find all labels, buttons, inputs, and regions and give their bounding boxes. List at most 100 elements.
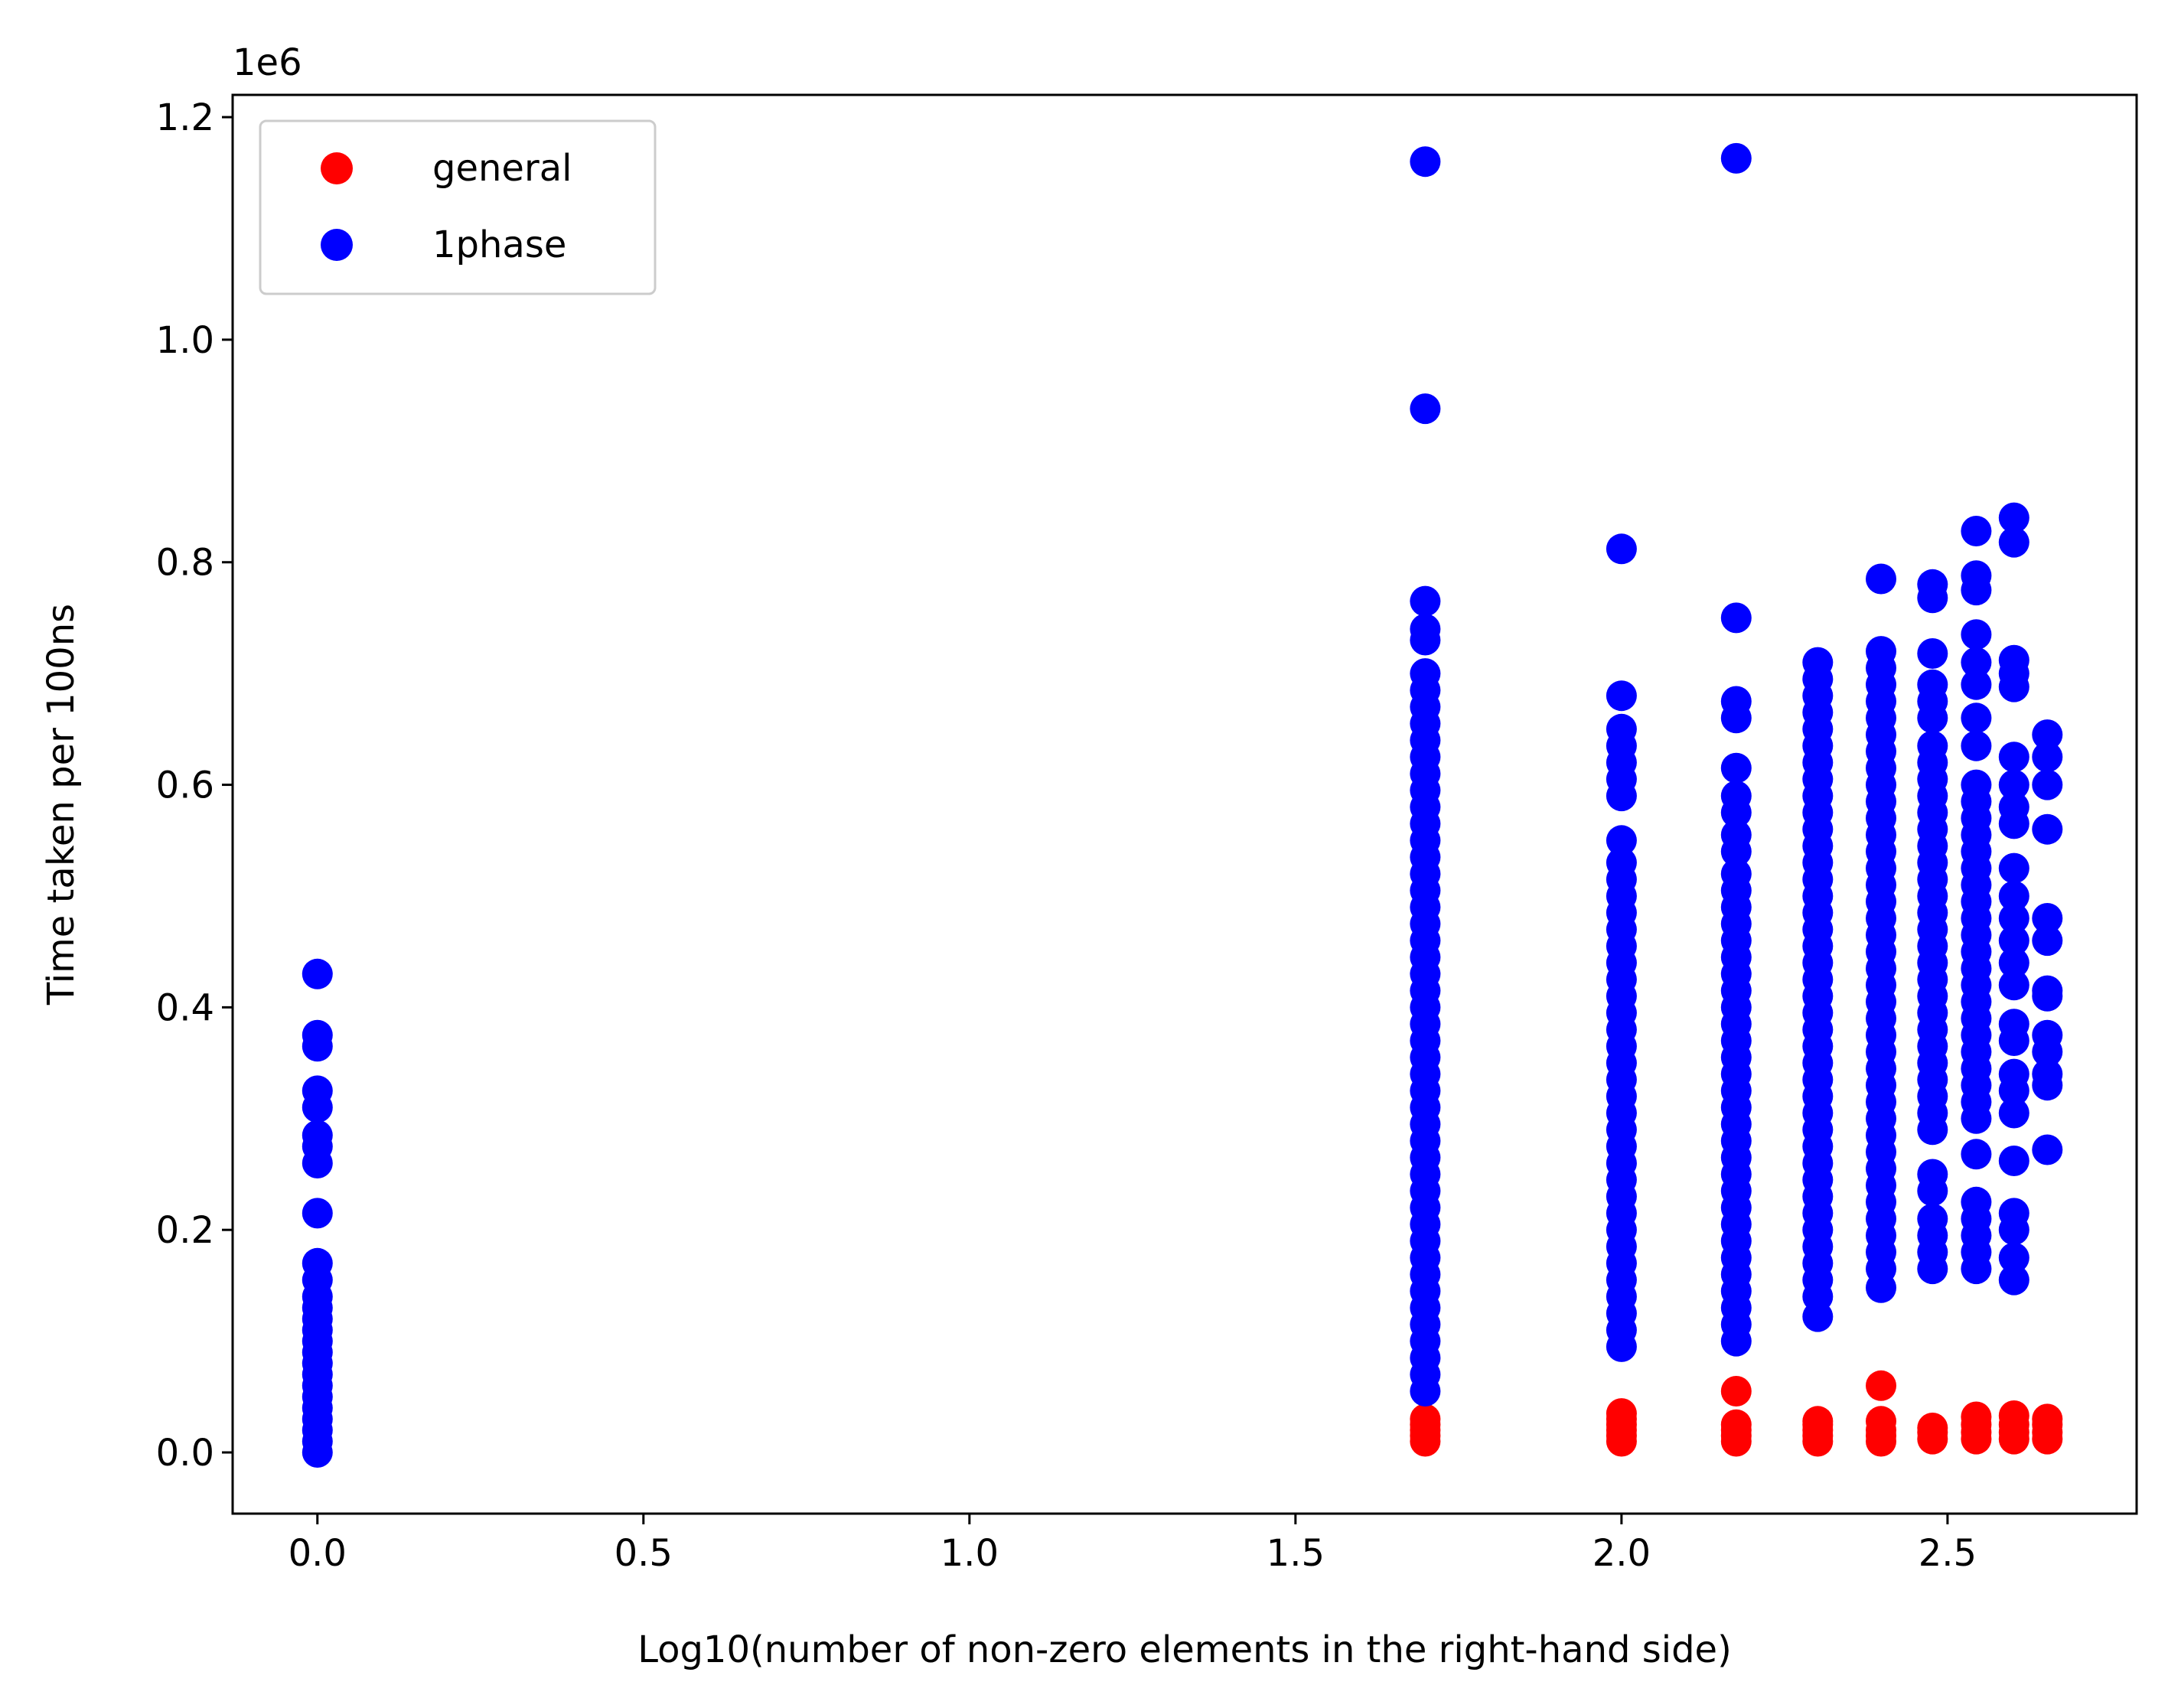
- x-axis-ticks: 0.0 0.5 1.0 1.5 2.0 2.5: [289, 1514, 1977, 1575]
- point-general: [1720, 1376, 1752, 1406]
- point-1phase: [1917, 1159, 1948, 1190]
- point-1phase: [302, 1019, 333, 1051]
- point-1phase: [1917, 569, 1948, 600]
- point-1phase: [1961, 516, 1992, 546]
- point-1phase: [1720, 142, 1752, 174]
- point-1phase: [1961, 1186, 1992, 1217]
- point-1phase: [2032, 975, 2063, 1006]
- point-1phase: [1998, 1009, 2029, 1040]
- point-1phase: [1998, 903, 2029, 934]
- point-general: [1866, 1406, 1896, 1437]
- point-1phase: [1998, 502, 2029, 533]
- point-1phase: [1998, 1058, 2029, 1090]
- point-1phase: [1998, 769, 2029, 800]
- point-1phase: [2032, 1019, 2063, 1051]
- point-1phase: [302, 1120, 333, 1151]
- point-1phase: [1998, 644, 2029, 676]
- x-tick-label: 1.0: [941, 1532, 999, 1575]
- point-1phase: [1866, 636, 1896, 667]
- point-1phase: [1802, 647, 1834, 678]
- point-1phase: [302, 1075, 333, 1107]
- point-1phase: [1720, 858, 1752, 889]
- legend-marker-general: [321, 152, 353, 184]
- point-1phase: [1410, 146, 1441, 178]
- y-tick-label: 0.0: [156, 1432, 214, 1475]
- point-1phase: [1961, 769, 1992, 800]
- point-1phase: [1998, 852, 2029, 884]
- y-axis-label: Time taken per 100ns: [40, 604, 83, 1006]
- point-general: [2032, 1403, 2063, 1435]
- point-1phase: [1998, 742, 2029, 773]
- point-1phase: [2032, 813, 2063, 845]
- point-general: [1961, 1401, 1992, 1433]
- point-1phase: [1410, 393, 1441, 425]
- point-1phase: [1998, 526, 2029, 558]
- x-tick-label: 2.5: [1919, 1532, 1977, 1575]
- point-1phase: [1961, 669, 1992, 700]
- point-1phase: [1917, 638, 1948, 669]
- point-1phase: [1720, 602, 1752, 634]
- point-1phase: [1961, 619, 1992, 650]
- point-1phase: [1998, 1097, 2029, 1129]
- point-1phase: [1961, 647, 1992, 678]
- point-1phase: [1606, 847, 1637, 878]
- point-general: [1802, 1406, 1834, 1437]
- y-tick-label: 1.0: [156, 319, 214, 362]
- point-general: [1720, 1409, 1752, 1440]
- point-1phase: [1917, 730, 1948, 761]
- point-1phase: [1410, 585, 1441, 617]
- point-1phase: [1720, 781, 1752, 812]
- point-1phase: [2032, 925, 2063, 957]
- point-1phase: [1998, 1264, 2029, 1296]
- point-1phase: [1606, 825, 1637, 856]
- point-1phase: [302, 1198, 333, 1229]
- point-1phase: [2032, 719, 2063, 751]
- point-1phase: [2032, 903, 2063, 934]
- y-offset-label: 1e6: [233, 41, 302, 84]
- point-1phase: [1866, 563, 1896, 595]
- point-1phase: [302, 1247, 333, 1279]
- legend-label-general: general: [432, 147, 572, 190]
- point-general: [1998, 1400, 2029, 1431]
- point-1phase: [1961, 702, 1992, 734]
- point-1phase: [302, 958, 333, 989]
- point-1phase: [1720, 686, 1752, 717]
- point-general: [1410, 1403, 1441, 1435]
- point-general: [1917, 1413, 1948, 1443]
- legend-marker-1phase: [321, 229, 353, 261]
- plot-frame: [231, 93, 2138, 1515]
- point-1phase: [1720, 752, 1752, 784]
- x-tick-label: 2.0: [1593, 1532, 1651, 1575]
- point-1phase: [1606, 680, 1637, 712]
- point-1phase: [1606, 713, 1637, 745]
- x-tick-label: 0.0: [289, 1532, 347, 1575]
- legend: general 1phase: [259, 119, 657, 295]
- x-axis-label: Log10(number of non-zero elements in the…: [637, 1628, 1732, 1671]
- point-1phase: [2032, 742, 2063, 773]
- legend-box: [259, 119, 657, 295]
- point-1phase: [1998, 970, 2029, 1001]
- point-general: [1866, 1370, 1896, 1401]
- legend-label-1phase: 1phase: [432, 223, 566, 266]
- point-1phase: [1961, 730, 1992, 761]
- point-1phase: [1998, 791, 2029, 823]
- point-1phase: [1998, 1242, 2029, 1273]
- point-1phase: [1998, 925, 2029, 957]
- y-tick-label: 0.2: [156, 1209, 214, 1252]
- y-tick-label: 0.4: [156, 986, 214, 1029]
- point-1phase: [1917, 1203, 1948, 1234]
- point-1phase: [1961, 560, 1992, 592]
- point-1phase: [2032, 769, 2063, 800]
- y-tick-label: 1.2: [156, 96, 214, 139]
- point-1phase: [1917, 669, 1948, 700]
- x-tick-label: 1.5: [1267, 1532, 1325, 1575]
- point-1phase: [1720, 820, 1752, 850]
- point-1phase: [1998, 1146, 2029, 1176]
- point-1phase: [1410, 658, 1441, 689]
- point-1phase: [2032, 1134, 2063, 1165]
- point-1phase: [1998, 947, 2029, 979]
- point-1phase: [2032, 1058, 2063, 1090]
- point-general: [1606, 1398, 1637, 1429]
- y-tick-label: 0.6: [156, 764, 214, 807]
- point-1phase: [1961, 1139, 1992, 1170]
